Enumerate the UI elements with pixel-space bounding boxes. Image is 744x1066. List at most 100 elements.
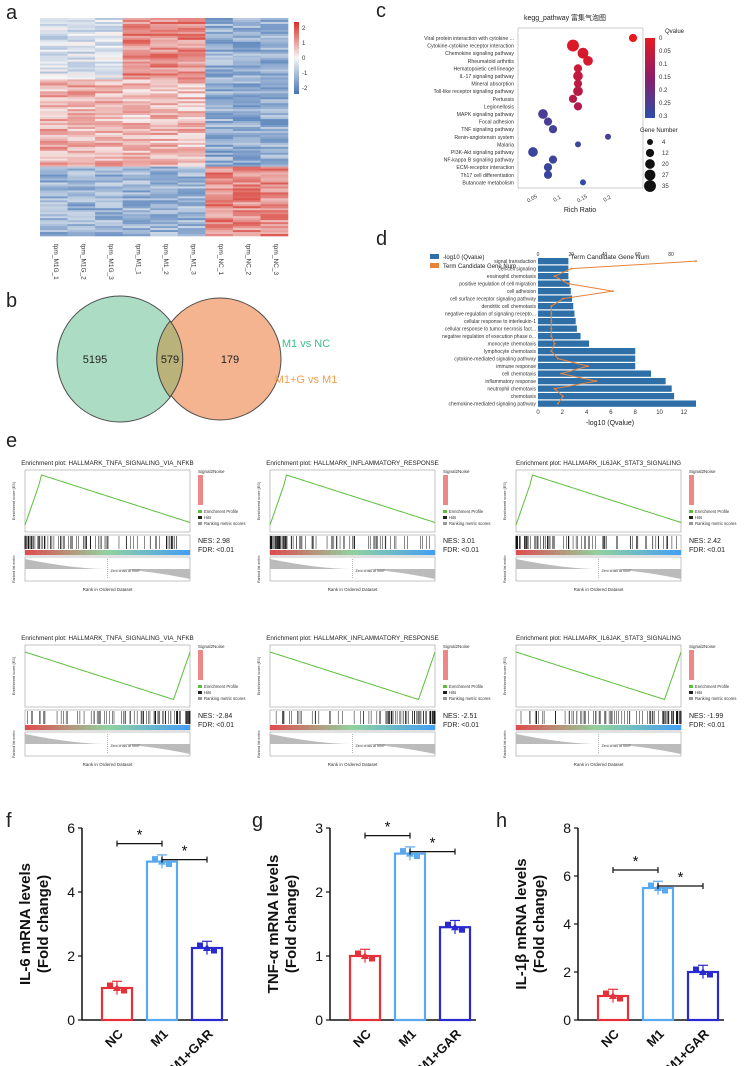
heatmap-cell (95, 127, 123, 130)
heatmap-cell (177, 162, 206, 165)
go-gene-num-point (553, 275, 556, 278)
go-bar (538, 310, 575, 317)
heatmap-cell (67, 130, 96, 134)
heatmap-cell (122, 154, 151, 158)
data-point (451, 923, 459, 931)
go-term-label: inflammatory response (485, 379, 536, 385)
heatmap-cell (67, 59, 96, 62)
heatmap-cell (260, 79, 289, 82)
heatmap-cell (177, 41, 206, 45)
heatmap-cell (260, 184, 289, 187)
heatmap-cell (232, 198, 261, 201)
heatmap-cell (232, 140, 261, 144)
heatmap-cell (122, 123, 151, 126)
heatmap-cell (67, 184, 96, 187)
gsea-rank-label: Ranked list metric (503, 730, 507, 758)
go-gene-num-point (553, 387, 556, 390)
heatmap-cell (177, 146, 206, 150)
go-gene-num-point (556, 402, 559, 405)
heatmap-cell (95, 93, 123, 96)
heatmap-cell (95, 228, 123, 231)
heatmap-cell (260, 57, 289, 60)
kegg-gene-size-label: 35 (662, 184, 669, 190)
go-term-label: dendritic cell chemotaxis (482, 304, 537, 310)
go-term-label: cellular response to tumor necrosis fact… (445, 327, 536, 333)
heatmap-cell (95, 176, 123, 179)
heatmap-cell (205, 218, 234, 221)
heatmap-cell (177, 125, 206, 128)
data-point (113, 984, 121, 991)
kegg-xtick: 0.15 (576, 194, 588, 205)
kegg-gene-size-dot (645, 159, 655, 169)
heatmap-cell (122, 182, 151, 185)
heatmap-cell (150, 168, 179, 171)
kegg-pathway-label: Cytokine-cytokine receptor interaction (427, 44, 514, 50)
gsea-ylabel: Enrichment score (ES) (12, 481, 16, 520)
heatmap-cell (150, 192, 179, 195)
heatmap-cell (67, 51, 96, 54)
heatmap-cell (177, 222, 206, 225)
heatmap-cell (40, 105, 68, 108)
heatmap-cell (40, 168, 68, 171)
heatmap-cell (67, 186, 96, 189)
x-category-label: M1 (644, 1026, 667, 1049)
data-point (617, 995, 623, 1002)
heatmap-cell (40, 206, 68, 209)
go-bar (538, 348, 636, 355)
heatmap-cell (40, 178, 68, 181)
heatmap-cell (95, 214, 123, 217)
heatmap-cell (205, 25, 234, 29)
heatmap-cell (260, 81, 289, 84)
heatmap-cell (67, 206, 96, 209)
go-bar (538, 393, 675, 400)
gsea-legend-label: Ranking metric scores (695, 696, 736, 701)
heatmap-cell (67, 198, 96, 201)
venn-label-left: M1 vs NC (282, 338, 330, 350)
gsea-legend-swatch (689, 516, 693, 519)
heatmap-cell (177, 206, 206, 209)
heatmap-cell (205, 152, 234, 156)
heatmap-cell (260, 101, 289, 104)
heatmap-cell (177, 128, 206, 132)
heatmap-cell (95, 140, 123, 144)
gsea-xlabel: Rank in Ordered Dataset (328, 762, 379, 767)
kegg-pathway-label: TNF signaling pathway (461, 127, 514, 133)
heatmap-cell (205, 123, 234, 126)
gsea-es-frame (269, 644, 436, 708)
y-tick-label: 6 (563, 868, 571, 884)
heatmap-cell (122, 105, 151, 108)
go-legend-swatch-line (430, 263, 439, 268)
go-bar (538, 340, 590, 347)
heatmap-cell (95, 33, 123, 37)
gsea-fdr: FDR: <0.01 (443, 547, 479, 554)
heatmap-cell (40, 123, 68, 126)
heatmap-cell (122, 230, 151, 233)
kegg-bubble (580, 179, 586, 186)
heatmap-cell (40, 232, 68, 235)
heatmap-cell (122, 170, 151, 173)
heatmap-cell (150, 146, 179, 150)
heatmap-cell (260, 216, 289, 219)
heatmap-cell (95, 111, 123, 114)
heatmap-cell (260, 196, 289, 199)
data-point (400, 848, 406, 855)
gsea-plot: Enrichment plot: HALLMARK_INFLAMMATORY_R… (257, 460, 490, 592)
heatmap-cell (40, 97, 68, 100)
heatmap-cell (67, 178, 96, 181)
gsea-nes: NES: 2.42 (689, 538, 721, 545)
heatmap-cell (150, 29, 179, 33)
heatmap-cell (232, 186, 261, 189)
heatmap-cell (150, 130, 179, 134)
heatmap-cell (40, 73, 68, 76)
heatmap-cell (122, 226, 151, 229)
go-gene-num-point (550, 335, 553, 338)
heatmap-cell (232, 166, 261, 169)
heatmap-cell (205, 99, 234, 102)
heatmap-cell (95, 234, 123, 237)
heatmap-cell (177, 47, 206, 51)
heatmap-cell (205, 47, 234, 51)
kegg-pathway-label: Toll-like receptor signaling pathway (434, 89, 515, 95)
heatmap-cell (122, 192, 151, 195)
x-category-label: M1 (396, 1026, 419, 1049)
y-axis-label: TNF-α mRNA levels (265, 855, 282, 994)
